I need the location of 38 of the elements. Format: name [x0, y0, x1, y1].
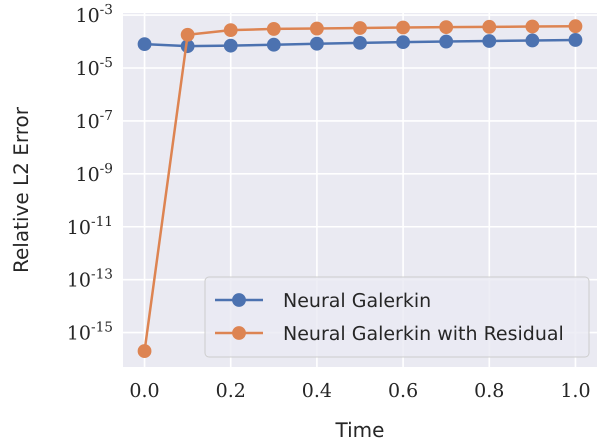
legend-label: Neural Galerkin with Residual [283, 323, 564, 345]
point [353, 21, 367, 35]
y-tick-label: 10$^{-15}$ [66, 320, 113, 345]
point [138, 344, 152, 358]
y-tick-label: 10$^{-5}$ [75, 55, 113, 80]
point [396, 20, 410, 34]
y-tick-label: 10$^{-7}$ [75, 108, 113, 133]
point [568, 33, 582, 47]
x-tick-label: 0.6 [388, 380, 418, 402]
point [224, 38, 238, 53]
point [310, 22, 324, 36]
point [266, 38, 281, 52]
point [568, 19, 582, 34]
y-tick-label: 10$^{-13}$ [66, 266, 113, 292]
x-axis-title: Time [334, 418, 384, 442]
point [353, 36, 367, 50]
point [482, 20, 496, 34]
point [439, 34, 454, 48]
x-tick-label: 0.0 [129, 380, 160, 402]
x-tick-label: 0.8 [474, 380, 504, 402]
point [525, 34, 540, 48]
point [525, 20, 540, 34]
y-tick-label: 10$^{-11}$ [66, 214, 113, 239]
point [180, 28, 195, 42]
point [396, 35, 410, 50]
y-tick-label: 10$^{-9}$ [75, 160, 113, 186]
point [482, 34, 496, 48]
x-tick-label: 0.2 [216, 380, 246, 402]
y-axis-title: Relative L2 Error [9, 106, 33, 273]
point [439, 20, 454, 34]
point [266, 22, 281, 36]
point [310, 36, 324, 51]
point [224, 23, 238, 38]
legend-label: Neural Galerkin [283, 290, 432, 312]
x-tick-label: 0.4 [302, 380, 332, 402]
x-tick-label: 1.0 [560, 380, 591, 402]
point [138, 37, 152, 52]
y-tick-label: 10$^{-3}$ [75, 2, 113, 28]
